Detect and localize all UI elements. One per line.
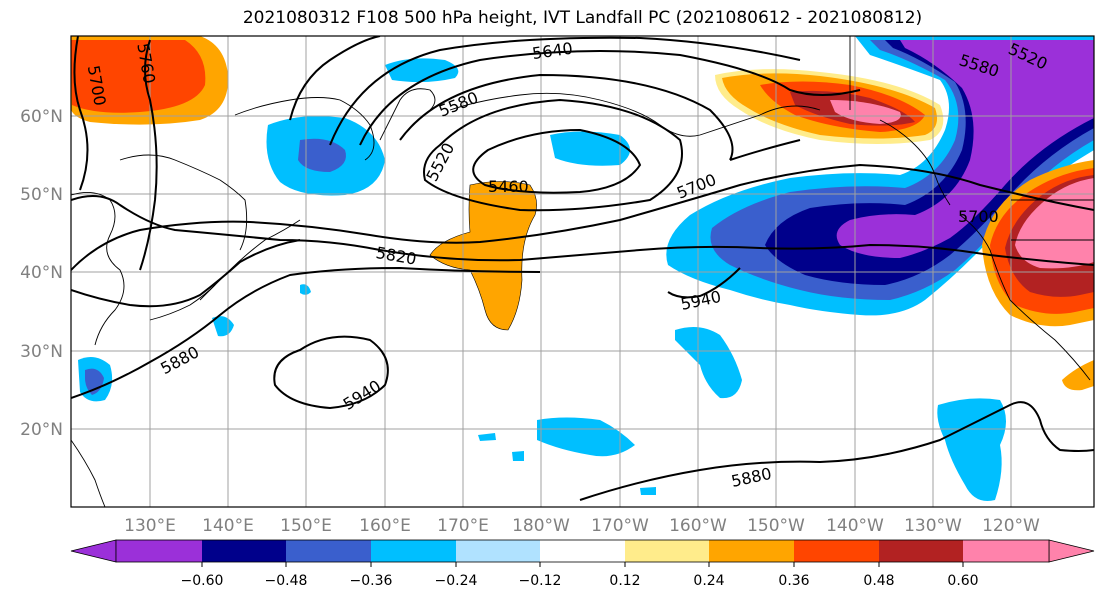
lon-label: 140°W — [826, 516, 884, 536]
latitude-labels: 60°N 50°N 40°N 30°N 20°N — [20, 107, 63, 440]
lon-label: 160°E — [359, 516, 411, 536]
lat-label: 20°N — [20, 420, 63, 440]
shading-okhotsk-negative — [266, 116, 385, 196]
lon-label: 180°W — [512, 516, 570, 536]
colorbar-extend-left — [70, 539, 117, 563]
lon-label: 150°W — [747, 516, 805, 536]
colorbar-tick-label: −0.24 — [435, 573, 478, 589]
colorbar-bin — [286, 540, 371, 562]
shading-blue-patch — [640, 487, 656, 495]
lon-label: 160°W — [669, 516, 727, 536]
shading-blue-patch — [937, 398, 1006, 501]
height-contours — [71, 36, 1094, 501]
shading-blue-patch — [478, 433, 496, 441]
lon-label: 120°W — [982, 516, 1040, 536]
colorbar-bin — [625, 540, 709, 562]
shading-blue-patch — [550, 131, 630, 166]
colorbar-tick-label: −0.60 — [181, 573, 224, 589]
colorbar-extend-right — [1048, 539, 1095, 563]
colorbar-bin — [794, 540, 879, 562]
colorbar-bin — [540, 540, 625, 562]
colorbar-bin — [879, 540, 963, 562]
colorbar-tick-label: 0.48 — [863, 573, 894, 589]
contour-label: 5700 — [958, 207, 999, 226]
lat-label: 50°N — [20, 185, 63, 205]
map-gridlines — [71, 36, 1094, 507]
colorbar-tick-label: 0.24 — [693, 573, 724, 589]
colorbar-bin — [963, 540, 1049, 562]
map-title: 2021080312 F108 500 hPa height, IVT Land… — [242, 8, 923, 28]
shading-blue-patch — [537, 417, 635, 457]
colorbar-bin — [116, 540, 202, 562]
lon-label: 130°W — [904, 516, 962, 536]
colorbar-tick-label: 0.36 — [778, 573, 809, 589]
contour-label: 5460 — [488, 177, 529, 196]
longitude-labels: 130°E 140°E 150°E 160°E 170°E 180°W 170°… — [124, 516, 1040, 536]
colorbar-outline — [115, 539, 1050, 563]
colorbar-tick-label: 0.60 — [947, 573, 978, 589]
lat-label: 30°N — [20, 342, 63, 362]
colorbar-tick-label: 0.12 — [609, 573, 640, 589]
colorbar-tick-label: −0.36 — [350, 573, 393, 589]
colorbar-bin — [371, 540, 456, 562]
colorbar-bin — [709, 540, 794, 562]
shading-blue-patch — [512, 451, 524, 461]
lon-label: 130°E — [124, 516, 176, 536]
colorbar-tick-label: −0.48 — [265, 573, 308, 589]
colorbar-tick-label: −0.12 — [519, 573, 562, 589]
lon-label: 170°W — [591, 516, 649, 536]
lat-label: 40°N — [20, 263, 63, 283]
shading-us-west-positive — [982, 160, 1094, 391]
colorbar: −0.60 −0.48 −0.36 −0.24 −0.12 0.12 0.24 … — [70, 539, 1095, 589]
colorbar-bin — [202, 540, 286, 562]
lon-label: 170°E — [437, 516, 489, 536]
shading-ne-pacific-negative — [666, 36, 1094, 316]
lon-label: 150°E — [280, 516, 332, 536]
shading-blue-patch — [675, 326, 742, 399]
colorbar-bin — [456, 540, 540, 562]
map-frame — [70, 35, 1095, 508]
lon-label: 140°E — [202, 516, 254, 536]
lat-label: 60°N — [20, 107, 63, 127]
